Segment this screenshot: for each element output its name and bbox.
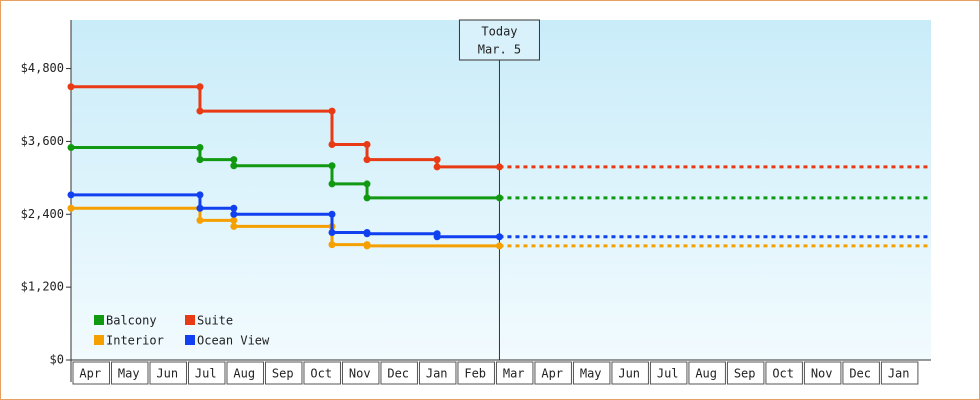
x-tick-cell (534, 361, 572, 385)
x-tick-cell (380, 361, 418, 385)
x-tick-label: May (580, 367, 602, 381)
x-tick-label: Jun (618, 367, 640, 381)
x-tick-cell (341, 361, 380, 385)
step-point (230, 222, 238, 230)
step-point (363, 194, 371, 202)
step-point (67, 144, 75, 151)
x-tick-label: Apr (541, 367, 563, 381)
x-tick-label: Sep (734, 367, 756, 381)
legend-swatch (94, 315, 104, 325)
x-tick-cell (572, 361, 611, 385)
y-tick-label: $4,800 (21, 61, 64, 75)
x-tick-label: Jan (426, 367, 448, 381)
x-tick-cell (842, 361, 880, 385)
x-tick-label: Mar (503, 367, 525, 381)
x-tick-label: Feb (464, 367, 486, 381)
x-tick-cell (149, 361, 187, 385)
x-tick-label: Dec (387, 367, 409, 381)
x-tick-cell (765, 361, 803, 385)
x-tick-cell (418, 361, 457, 385)
x-tick-label: Jul (657, 367, 679, 381)
today-box (458, 19, 540, 61)
y-tick-label: $1,200 (21, 280, 64, 294)
y-tick-label: $3,600 (21, 134, 64, 148)
step-point (230, 204, 238, 212)
x-tick-cell (303, 361, 341, 385)
step-point (363, 140, 371, 148)
step-point (196, 83, 204, 91)
step-point (196, 156, 204, 164)
x-tick-cell (226, 361, 264, 385)
step-point (433, 163, 441, 171)
today-label: Mar. 5 (478, 43, 521, 57)
step-point (230, 216, 238, 224)
x-tick-label: May (118, 367, 140, 381)
step-point (67, 204, 75, 212)
y-tick-label: $0 (50, 353, 64, 367)
x-tick-cell (110, 361, 149, 385)
x-tick-cell (457, 361, 495, 385)
legend-swatch (185, 315, 195, 325)
step-point (196, 144, 204, 151)
x-tick-cell (880, 361, 919, 385)
y-tick-label: $2,400 (21, 207, 64, 221)
x-tick-label: Dec (849, 367, 871, 381)
x-tick-label: Oct (310, 367, 332, 381)
x-tick-cell (726, 361, 765, 385)
x-tick-label: Jul (195, 367, 217, 381)
step-point (433, 156, 441, 164)
step-point (363, 156, 371, 164)
x-tick-label: Aug (233, 367, 255, 381)
x-tick-label: Nov (349, 367, 371, 381)
x-tick-cell (649, 361, 688, 385)
x-tick-cell (611, 361, 649, 385)
step-point (196, 204, 204, 212)
step-point (328, 162, 336, 170)
step-point (230, 162, 238, 170)
step-point (328, 241, 336, 249)
step-point (196, 107, 204, 115)
step-point (363, 242, 371, 250)
today-label: Today (481, 25, 517, 39)
step-point (363, 180, 371, 188)
legend-label: Interior (106, 334, 164, 348)
step-point (328, 140, 336, 148)
legend-swatch (185, 335, 195, 345)
step-point (67, 83, 75, 91)
plot-area (71, 20, 931, 360)
step-point (230, 156, 238, 164)
x-tick-cell (688, 361, 726, 385)
step-point (67, 191, 75, 199)
x-tick-label: Sep (272, 367, 294, 381)
x-tick-label: Apr (79, 367, 101, 381)
step-point (328, 229, 336, 236)
legend-label: Balcony (106, 314, 157, 328)
x-tick-cell (803, 361, 842, 385)
x-tick-label: Oct (772, 367, 794, 381)
step-point (230, 210, 238, 218)
x-tick-label: Nov (811, 367, 833, 381)
step-point (328, 210, 336, 218)
legend-label: Suite (197, 314, 233, 328)
legend-swatch (94, 335, 104, 345)
x-tick-cell (187, 361, 226, 385)
step-point (328, 107, 336, 115)
x-tick-label: Jan (888, 367, 910, 381)
x-tick-label: Aug (695, 367, 717, 381)
x-tick-cell (264, 361, 303, 385)
x-tick-cell (72, 361, 110, 385)
step-point (196, 191, 204, 199)
x-tick-label: Jun (156, 367, 178, 381)
step-point (433, 233, 441, 241)
legend-label: Ocean View (197, 334, 270, 348)
step-point (328, 180, 336, 188)
x-tick-cell (495, 361, 534, 385)
step-point (363, 230, 371, 238)
step-point (196, 216, 204, 224)
